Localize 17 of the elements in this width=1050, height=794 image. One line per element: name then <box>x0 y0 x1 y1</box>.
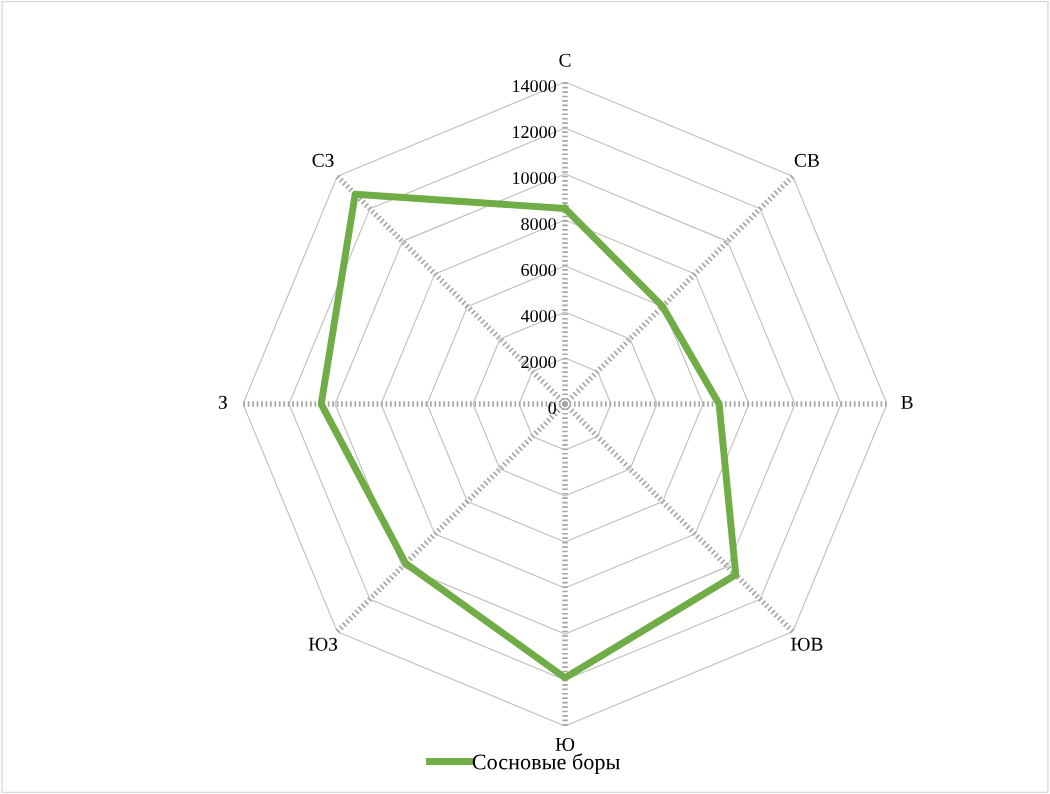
spoke-label: ЮЗ <box>308 637 338 651</box>
spoke-label: СВ <box>794 153 819 167</box>
y-tick-label: 2000 <box>521 355 556 369</box>
spoke-label: З <box>218 395 227 409</box>
y-tick-label: 14000 <box>513 79 556 93</box>
y-tick-label: 6000 <box>521 263 556 277</box>
y-tick-label: 4000 <box>520 309 556 323</box>
y-tick-label: 12000 <box>513 125 556 139</box>
spoke-label: С <box>559 53 571 67</box>
y-tick-label: 10000 <box>513 171 556 185</box>
spoke-label: СЗ <box>312 153 334 167</box>
spoke-label: ЮВ <box>791 637 823 651</box>
spoke-label: В <box>901 395 913 409</box>
spoke-label: Ю <box>555 737 575 752</box>
y-tick-label: 8000 <box>521 217 556 231</box>
y-tick-label: 0 <box>548 401 556 415</box>
legend-label: Сосновые боры <box>472 753 620 774</box>
